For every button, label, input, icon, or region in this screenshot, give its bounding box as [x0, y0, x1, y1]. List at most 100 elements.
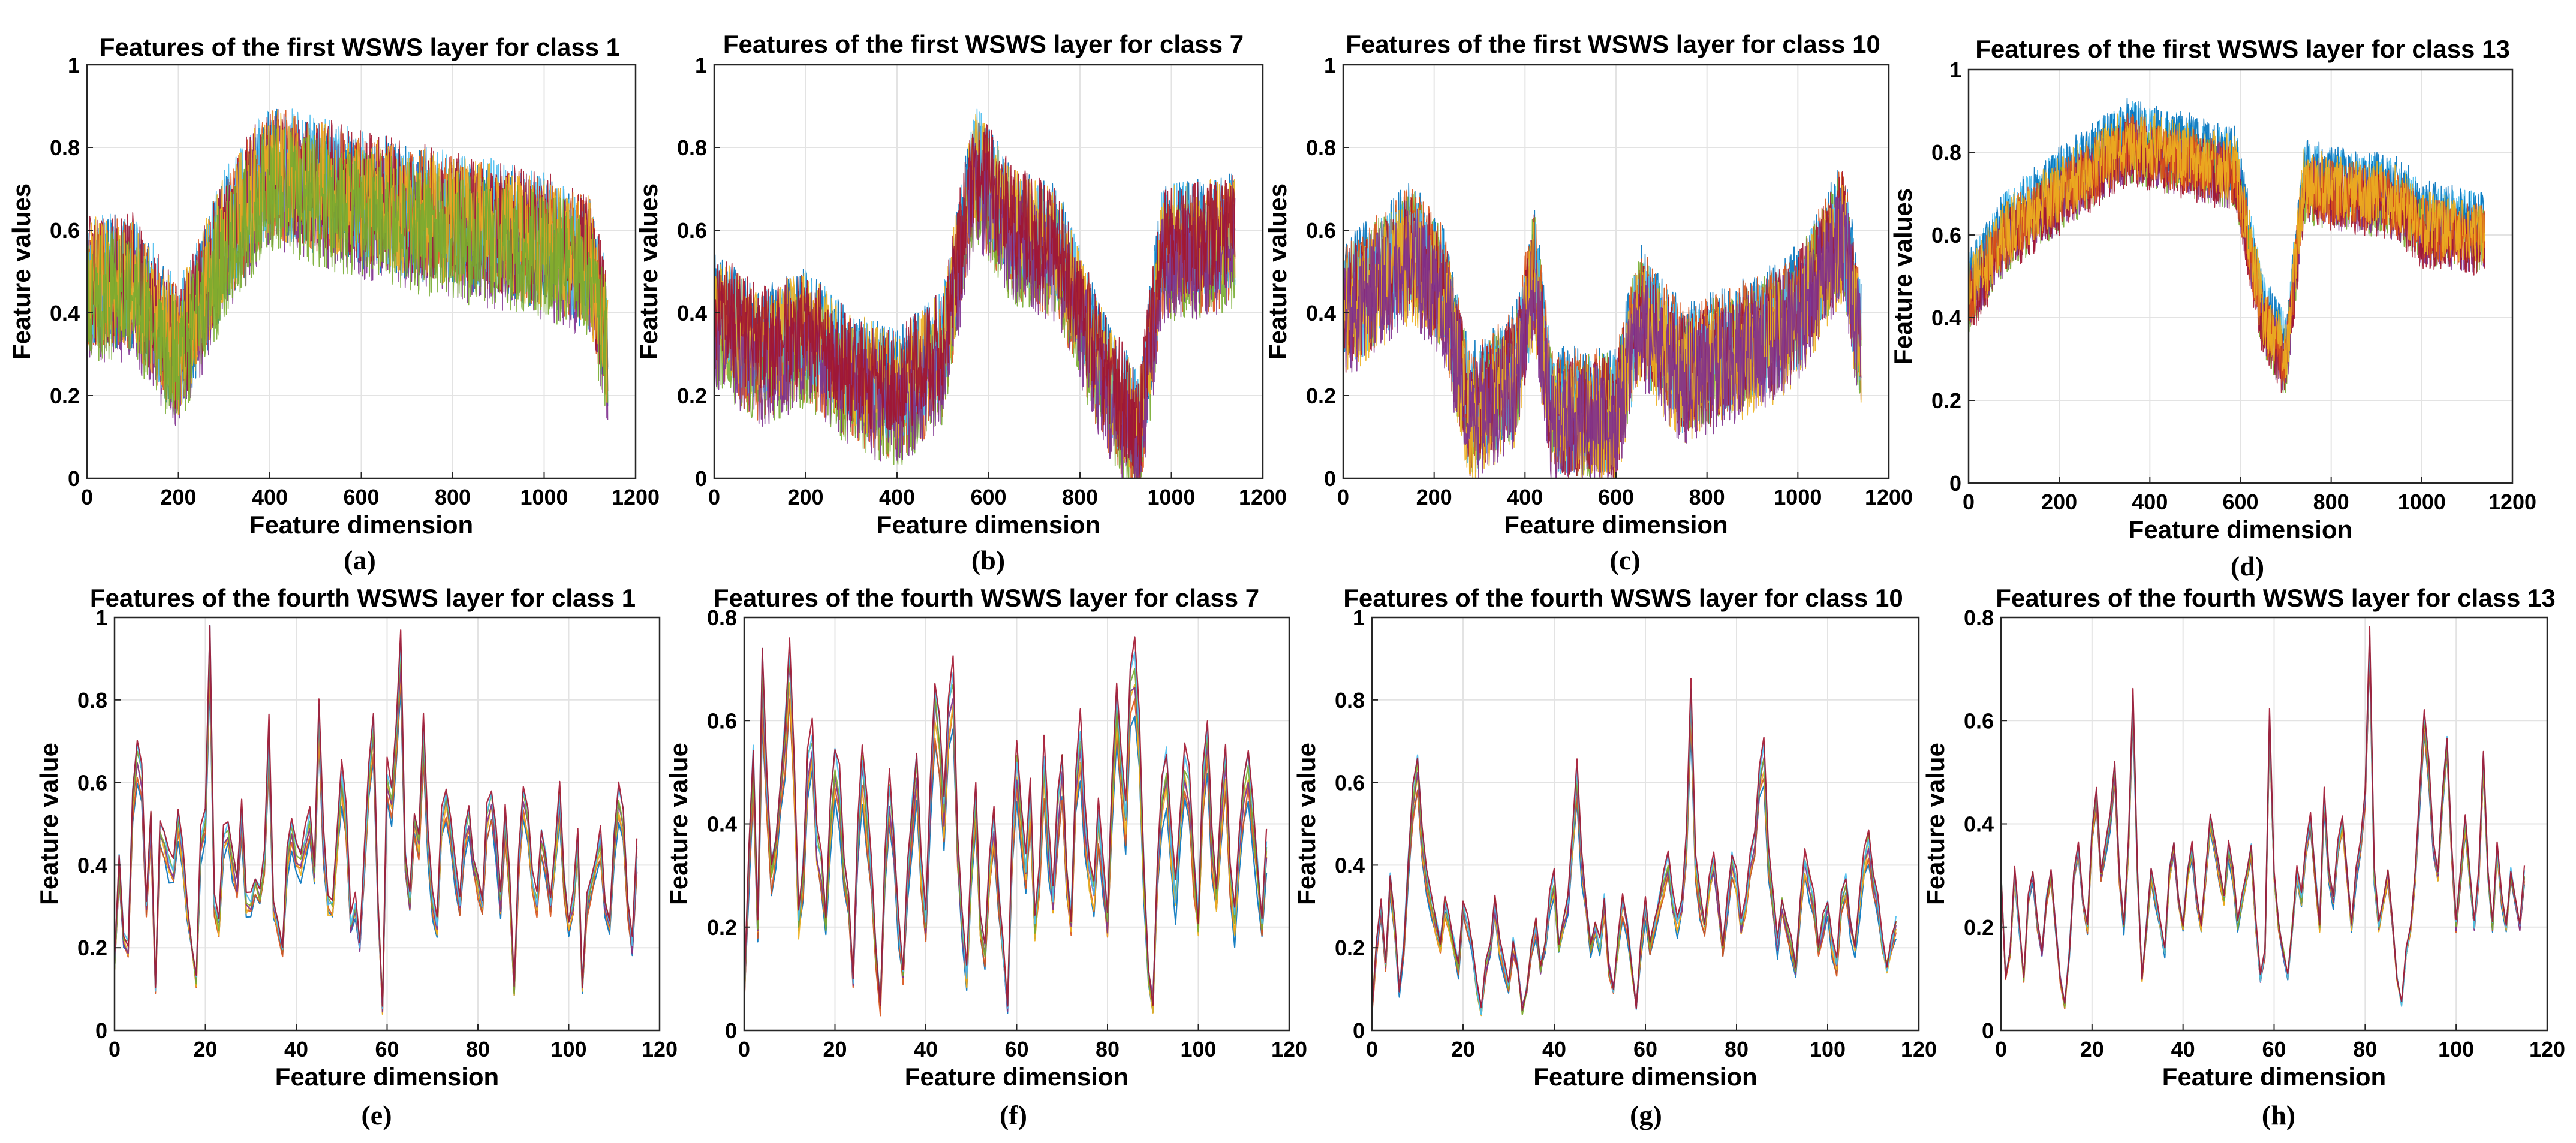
y-tick-label: 0 — [1949, 471, 1961, 496]
y-tick-label: 0.4 — [1931, 306, 1961, 330]
x-tick-label: 120 — [1271, 1037, 1307, 1061]
x-tick-label: 20 — [1451, 1037, 1475, 1061]
x-tick-label: 20 — [823, 1037, 847, 1061]
x-tick-label: 800 — [435, 485, 471, 509]
x-tick-label: 100 — [1810, 1037, 1846, 1061]
chart-title: Features of the fourth WSWS layer for cl… — [714, 584, 1259, 612]
y-tick-label: 1 — [1353, 605, 1365, 630]
y-tick-label: 0.4 — [677, 301, 707, 325]
chart-title: Features of the first WSWS layer for cla… — [1346, 30, 1880, 58]
y-tick-label: 1 — [95, 605, 107, 630]
y-tick-label: 0.8 — [77, 688, 107, 713]
panel-label: (d) — [2231, 551, 2264, 581]
y-tick-label: 0.2 — [1306, 384, 1336, 408]
x-tick-label: 60 — [1004, 1037, 1028, 1061]
x-tick-label: 120 — [2529, 1037, 2565, 1061]
x-tick-label: 1000 — [1774, 485, 1822, 509]
x-tick-label: 1200 — [1239, 485, 1287, 509]
y-tick-label: 0.4 — [707, 812, 737, 837]
series-line-6 — [1343, 185, 1862, 478]
series-group — [87, 108, 609, 426]
y-axis-label: Feature values — [7, 183, 35, 360]
y-tick-label: 0 — [725, 1018, 737, 1043]
y-tick-label: 0 — [695, 466, 707, 491]
panel-label: (g) — [1630, 1100, 1662, 1130]
panel-label: (a) — [344, 545, 376, 575]
y-axis-label: Feature values — [1889, 188, 1917, 364]
series-group — [2001, 626, 2526, 1010]
panel-label: (h) — [2262, 1100, 2295, 1130]
y-axis-label: Feature value — [664, 743, 693, 905]
y-tick-label: 0 — [68, 466, 80, 491]
x-tick-label: 400 — [1507, 485, 1543, 509]
y-tick-label: 0.6 — [1335, 771, 1365, 795]
chart-panel-b: 0 200 400 600 800 1000 1200 0 0.2 0.4 0.6 0.8 1 Featu… — [634, 30, 1287, 575]
panel-label: (c) — [1609, 545, 1640, 575]
y-axis-label: Feature value — [1292, 743, 1320, 905]
x-tick-label: 40 — [284, 1037, 308, 1061]
x-tick-label: 100 — [2438, 1037, 2474, 1061]
x-axis-label: Feature dimension — [877, 511, 1100, 539]
chart-title: Features of the first WSWS layer for cla… — [1975, 35, 2510, 63]
y-tick-label: 0.8 — [1931, 140, 1961, 165]
x-tick-label: 60 — [1633, 1037, 1657, 1061]
y-tick-label: 0.6 — [77, 771, 107, 795]
x-tick-label: 1000 — [520, 485, 568, 509]
x-tick-label: 400 — [252, 485, 288, 509]
x-tick-label: 0 — [1337, 485, 1349, 509]
y-tick-label: 0.2 — [677, 384, 707, 408]
x-tick-label: 0 — [109, 1037, 121, 1061]
x-tick-label: 800 — [1689, 485, 1725, 509]
y-tick-label: 0.8 — [1306, 135, 1336, 160]
x-axis-label: Feature dimension — [1533, 1063, 1757, 1091]
x-tick-label: 60 — [2262, 1037, 2286, 1061]
y-tick-label: 0.6 — [1931, 223, 1961, 248]
chart-panel-a: 0 200 400 600 800 1000 1200 0 0.2 0.4 0.6 0.8 1 Featu… — [7, 33, 660, 575]
series-group — [1343, 170, 1862, 478]
x-tick-label: 40 — [2171, 1037, 2195, 1061]
x-tick-label: 0 — [1963, 490, 1975, 514]
series-line-7 — [115, 625, 638, 1007]
x-tick-label: 80 — [2353, 1037, 2377, 1061]
y-axis-label: Feature values — [634, 183, 663, 360]
x-tick-label: 0 — [738, 1037, 750, 1061]
series-group — [744, 636, 1268, 1017]
x-tick-label: 120 — [1901, 1037, 1937, 1061]
panel-label: (e) — [361, 1100, 392, 1130]
x-tick-label: 200 — [160, 485, 196, 509]
y-tick-label: 1 — [1949, 58, 1961, 82]
x-tick-label: 80 — [466, 1037, 490, 1061]
x-axis-label: Feature dimension — [1504, 511, 1728, 539]
y-tick-label: 0 — [95, 1018, 107, 1043]
x-tick-label: 40 — [1542, 1037, 1566, 1061]
series-line-7 — [87, 125, 609, 415]
series-line-7 — [1969, 113, 2485, 379]
x-tick-label: 20 — [2080, 1037, 2104, 1061]
x-axis-label: Feature dimension — [905, 1063, 1128, 1091]
x-tick-label: 600 — [2222, 490, 2258, 514]
y-tick-label: 1 — [1324, 53, 1336, 77]
y-tick-label: 0 — [1982, 1018, 1994, 1043]
x-tick-label: 0 — [1995, 1037, 2007, 1061]
x-tick-label: 1000 — [1147, 485, 1195, 509]
x-tick-label: 1200 — [1865, 485, 1913, 509]
y-tick-label: 1 — [68, 53, 80, 77]
y-tick-label: 0.6 — [677, 218, 707, 243]
y-tick-label: 0.4 — [77, 853, 107, 877]
series-line-7 — [1343, 188, 1862, 478]
x-tick-label: 40 — [914, 1037, 938, 1061]
series-group — [1372, 678, 1897, 1017]
chart-panel-c: 0 200 400 600 800 1000 1200 0 0.2 0.4 0.6 0.8 1 Featu… — [1263, 30, 1913, 575]
y-tick-label: 0.2 — [1964, 915, 1994, 940]
y-tick-label: 0.2 — [1335, 936, 1365, 960]
y-tick-label: 0.8 — [677, 135, 707, 160]
x-tick-label: 1200 — [2488, 490, 2536, 514]
x-tick-label: 120 — [642, 1037, 678, 1061]
series-line-7 — [1372, 678, 1897, 1014]
series-group — [115, 625, 638, 1015]
x-tick-label: 80 — [1725, 1037, 1749, 1061]
x-tick-label: 800 — [1062, 485, 1098, 509]
y-tick-label: 0.8 — [50, 135, 80, 160]
